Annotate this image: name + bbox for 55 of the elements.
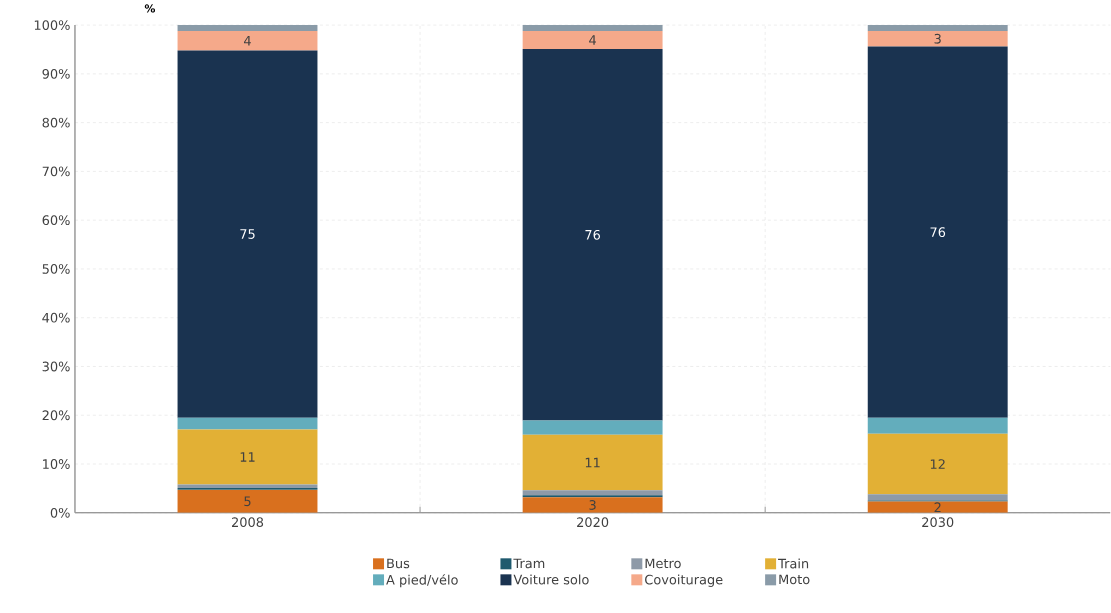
bar xyxy=(522,497,663,513)
data-label: 3 xyxy=(589,500,596,511)
bar xyxy=(177,484,318,489)
data-label: 3 xyxy=(934,34,941,44)
data-label: 75 xyxy=(240,229,255,240)
bar xyxy=(867,31,1008,47)
x-tick-label: 2020 xyxy=(577,517,609,528)
y-tick-label: 60% xyxy=(42,215,70,226)
bar xyxy=(867,494,1008,501)
bar xyxy=(177,490,318,513)
y-axis-title: % xyxy=(144,4,156,13)
x-tick-label: 2030 xyxy=(922,517,954,528)
bar xyxy=(177,417,318,430)
bar xyxy=(867,433,1008,495)
legend-label: Train xyxy=(778,558,809,569)
data-label: 5 xyxy=(244,496,251,507)
data-label: 76 xyxy=(930,227,946,238)
bar xyxy=(522,434,663,491)
legend-label: Metro xyxy=(645,558,681,569)
y-tick-label: 90% xyxy=(42,69,70,79)
bar xyxy=(177,429,318,485)
y-tick-label: 70% xyxy=(42,166,70,177)
legend-label: Moto xyxy=(779,574,810,585)
bar xyxy=(522,25,663,32)
data-label: 2 xyxy=(934,502,941,513)
legend-label: Covoiturage xyxy=(645,574,723,588)
legend-label: Bus xyxy=(387,558,410,569)
data-label: 12 xyxy=(930,459,945,469)
y-tick-label: 30% xyxy=(42,361,70,372)
y-tick-label: 40% xyxy=(42,312,70,323)
data-label: 4 xyxy=(244,36,251,46)
y-tick-label: 10% xyxy=(43,459,70,470)
bar xyxy=(522,31,663,50)
y-tick-label: 0% xyxy=(50,508,70,518)
data-label: 4 xyxy=(589,35,596,45)
x-tick-label: 2008 xyxy=(231,517,264,528)
bar xyxy=(177,31,318,51)
bar xyxy=(867,25,1008,32)
data-label: 11 xyxy=(585,457,600,468)
y-tick-label: 20% xyxy=(42,410,70,421)
bar xyxy=(867,46,1008,418)
bar xyxy=(177,50,318,418)
legend-label: Tram xyxy=(513,558,545,569)
bar xyxy=(522,49,663,421)
data-label: 11 xyxy=(240,452,255,462)
y-tick-label: 50% xyxy=(42,264,70,274)
bar xyxy=(522,490,663,496)
bar xyxy=(867,417,1008,434)
y-tick-label: 80% xyxy=(42,117,70,128)
bar xyxy=(522,420,663,435)
legend-label: Voiture solo xyxy=(513,574,589,585)
bar xyxy=(177,25,318,32)
data-label: 76 xyxy=(585,230,601,240)
y-tick-label: 100% xyxy=(34,20,70,31)
legend-label: A pied/vélo xyxy=(386,574,458,588)
